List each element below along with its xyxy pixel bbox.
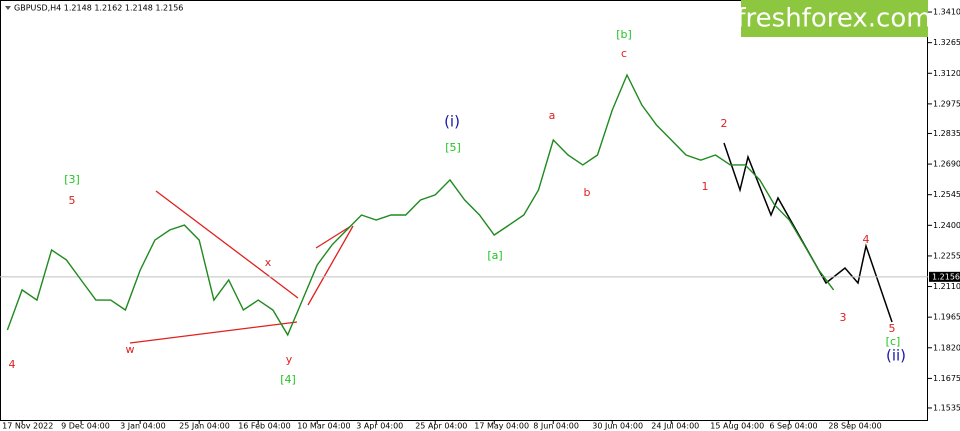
wave-label: a bbox=[549, 109, 556, 122]
price-line bbox=[6, 73, 835, 337]
wave-label: c bbox=[621, 47, 627, 60]
x-tick-label: 28 Sep 04:00 bbox=[828, 422, 881, 431]
y-tick-label: 1.2975 bbox=[933, 99, 960, 108]
y-tick-label: 1.2255 bbox=[933, 251, 960, 260]
wave-label: 1 bbox=[702, 180, 709, 193]
watermark: freshforex.com bbox=[736, 4, 931, 34]
wave-label: (i) bbox=[444, 113, 460, 131]
current-price-label: 1.2156 bbox=[932, 272, 960, 281]
x-tick-label: 8 Jun 04:00 bbox=[533, 422, 579, 431]
y-tick-label: 1.3265 bbox=[933, 38, 960, 47]
y-tick-label: 1.2835 bbox=[933, 129, 960, 138]
chart-title: GBPUSD,H4 1.2148 1.2162 1.2148 1.2156 bbox=[14, 4, 183, 13]
watermark-box bbox=[741, 0, 928, 37]
x-tick-label: 6 Sep 04:00 bbox=[769, 422, 817, 431]
wave-label: y bbox=[286, 353, 293, 366]
y-tick-label: 1.1535 bbox=[933, 403, 960, 412]
wave-label: 4 bbox=[863, 233, 870, 246]
x-tick-label: 17 May 04:00 bbox=[474, 422, 529, 431]
title-icon bbox=[5, 6, 11, 10]
x-tick-label: 25 Jan 04:00 bbox=[179, 422, 230, 431]
wave-label: [a] bbox=[487, 249, 502, 262]
current-price-box bbox=[929, 271, 960, 282]
y-tick-label: 1.2400 bbox=[933, 221, 960, 230]
y-tick-label: 1.1675 bbox=[933, 374, 960, 383]
x-tick-label: 10 Mar 04:00 bbox=[297, 422, 350, 431]
y-tick-label: 1.2110 bbox=[933, 282, 960, 291]
x-tick-label: 3 Jan 04:00 bbox=[120, 422, 166, 431]
wave-label: 5 bbox=[69, 194, 76, 207]
wave-label: w bbox=[126, 343, 135, 356]
y-tick-label: 1.2545 bbox=[933, 190, 960, 199]
y-tick-label: 1.1965 bbox=[933, 313, 960, 322]
wave-label: 5 bbox=[889, 322, 896, 335]
y-tick-label: 1.2690 bbox=[933, 160, 960, 169]
y-tick-label: 1.3120 bbox=[933, 69, 960, 78]
x-tick-label: 15 Aug 04:00 bbox=[710, 422, 764, 431]
wave-label: [3] bbox=[64, 173, 80, 186]
wave-label: x bbox=[265, 256, 272, 269]
x-tick-label: 24 Jul 04:00 bbox=[651, 422, 699, 431]
wave-label: b bbox=[584, 186, 591, 199]
wave-label: (ii) bbox=[886, 347, 906, 365]
x-tick-label: 3 Apr 04:00 bbox=[356, 422, 403, 431]
x-tick-label: 30 Jun 04:00 bbox=[592, 422, 643, 431]
wave-label: [c] bbox=[886, 335, 901, 348]
wave-label: 2 bbox=[721, 117, 728, 130]
wave-label: [b] bbox=[616, 28, 632, 41]
plot-frame bbox=[0, 0, 928, 421]
wave-label: [4] bbox=[280, 373, 296, 386]
wave-label: 3 bbox=[840, 311, 847, 324]
triangle-lines bbox=[129, 190, 354, 344]
x-tick-label: 25 Apr 04:00 bbox=[415, 422, 467, 431]
y-tick-label: 1.1820 bbox=[933, 343, 960, 352]
wave-label: [5] bbox=[445, 141, 461, 154]
x-tick-label: 9 Dec 04:00 bbox=[61, 422, 110, 431]
x-tick-label: 17 Nov 2022 bbox=[2, 422, 53, 431]
wave-label: 4 bbox=[9, 358, 16, 371]
y-tick-label: 1.3410 bbox=[933, 8, 960, 17]
x-tick-label: 16 Feb 04:00 bbox=[238, 422, 290, 431]
